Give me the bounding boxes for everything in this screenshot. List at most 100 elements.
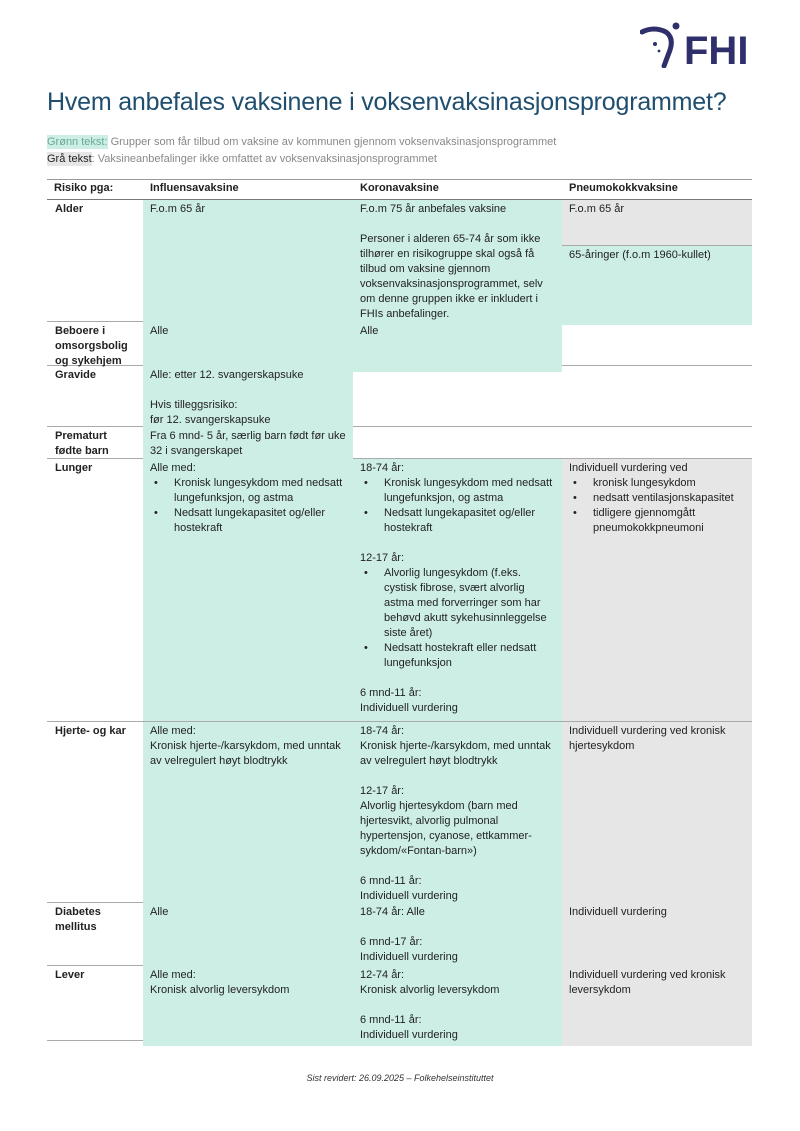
text-line: Kronisk hjerte-/karsykdom, med unntak av… (360, 740, 551, 767)
table-row: Hjerte- og kar Alle med: Kronisk hjerte-/k… (47, 722, 752, 907)
bullet-item: Nedsatt hostekraft eller nedsatt lungefu… (360, 641, 555, 671)
table-cell: Alle (143, 322, 353, 372)
text-group: 6 mnd-11 år: Individuell vurdering (360, 1013, 555, 1043)
text-group: F.o.m 65 år (150, 202, 346, 217)
text-line: Alvorlig hjertesykdom (barn med hjertesv… (360, 800, 532, 857)
text-group: 6 mnd-17 år: Individuell vurdering (360, 935, 555, 965)
text-line: Kronisk hjerte-/karsykdom, med unntak av… (150, 740, 341, 767)
bullet-item: Kronisk lungesykdom med nedsatt lungefun… (360, 476, 555, 506)
table-row: Diabetes mellitus Alle 18-74 år: Alle 6 mnd… (47, 903, 752, 968)
text-group: F.o.m 65 år (569, 202, 745, 217)
text-group: Fra 6 mnd- 5 år, særlig barn født før uk… (150, 429, 346, 459)
table-subcell: F.o.m 65 år (562, 200, 752, 245)
text-line: Individuell vurdering (569, 906, 667, 918)
bullet-item: nedsatt ventilasjonskapasitet (569, 491, 745, 506)
text-group: Individuell vurdering ved kronisk hjerte… (569, 724, 745, 754)
text-line: 12-17 år: (360, 785, 405, 797)
bullet-item: kronisk lungesykdom (569, 476, 745, 491)
text-group: 12-17 år: Alvorlig hjertesykdom (barn med… (360, 784, 555, 859)
text-group: Individuell vurdering ved kronisk levers… (569, 968, 745, 998)
fhi-logo: FHI (640, 22, 748, 68)
text-group: 12-74 år: Kronisk alvorlig leversykdom (360, 968, 555, 998)
text-line: 18-74 år: (360, 462, 405, 474)
bullet-item: Nedsatt lungekapasitet og/eller hostekra… (150, 506, 346, 536)
table-cell: Alle: etter 12. svangerskapsuke Hvis till… (143, 366, 353, 431)
text-group: 18-74 år: Kronisk lungesykdom med nedsatt… (360, 461, 555, 536)
table-row: Beboere i omsorgsbolig og sykehjem Alle Al… (47, 322, 752, 372)
table-row: Lever Alle med: Kronisk alvorlig leversykd… (47, 966, 752, 1046)
text-group: 6 mnd-11 år: Individuell vurdering (360, 874, 555, 904)
text-line: Alle (150, 325, 169, 337)
text-line: F.o.m 65 år (150, 203, 206, 215)
text-group: Individuell vurdering (569, 905, 745, 920)
table-cell: F.o.m 65 år 65-åringer (f.o.m 1960-kullet… (562, 200, 752, 325)
table-cell: Individuell vurdering (562, 903, 752, 968)
text-line: 6 mnd-11 år: (360, 687, 422, 699)
table-row: Prematurt fødte barn Fra 6 mnd- 5 år, sær… (47, 427, 752, 462)
text-line: Fra 6 mnd- 5 år, særlig barn født før uk… (150, 430, 346, 457)
text-line: Personer i alderen 65-74 år som ikke til… (360, 233, 543, 320)
row-label: Prematurt fødte barn (55, 430, 109, 457)
text-line: Individuell vurdering (360, 1029, 458, 1041)
text-group: Alle med: Kronisk hjerte-/karsykdom, med … (150, 724, 346, 769)
bullet-item: Kronisk lungesykdom med nedsatt lungefun… (150, 476, 346, 506)
text-group: Alle med: Kronisk lungesykdom med nedsatt… (150, 461, 346, 536)
text-line: Alle: etter 12. svangerskapsuke (150, 369, 304, 381)
vaccine-table: Risiko pga: Influensavaksine Koronavaksi… (47, 179, 752, 1046)
text-group: 12-17 år: Alvorlig lungesykdom (f.eks. cy… (360, 551, 555, 671)
row-label: Gravide (55, 369, 96, 381)
table-cell: Alle med: Kronisk lungesykdom med nedsatt… (143, 459, 353, 721)
table-cell: Fra 6 mnd- 5 år, særlig barn født før uk… (143, 427, 353, 462)
table-cell: Alle (143, 903, 353, 968)
text-line: F.o.m 65 år (569, 203, 625, 215)
text-group: Individuell vurdering ved kronisk lungesy… (569, 461, 745, 536)
text-group: 65-åringer (f.o.m 1960-kullet) (569, 248, 745, 263)
text-group: Alle (150, 905, 346, 920)
table-cell (353, 366, 562, 431)
table-cell: 18-74 år: Kronisk lungesykdom med nedsatt… (353, 459, 562, 721)
text-line: 6 mnd-17 år: (360, 936, 423, 948)
text-group: F.o.m 75 år anbefales vaksine (360, 202, 555, 217)
text-line: Individuell vurdering (360, 702, 458, 714)
text-line: 12-74 år: (360, 969, 405, 981)
row-label: Beboere i omsorgsbolig og sykehjem (55, 325, 128, 367)
text-group: Hvis tilleggsrisiko: før 12. svangerskaps… (150, 398, 346, 428)
table-cell: Individuell vurdering ved kronisk lungesy… (562, 459, 752, 721)
table-cell: Individuell vurdering ved kronisk levers… (562, 966, 752, 1046)
text-line: Alle (360, 325, 379, 337)
text-line: Hvis tilleggsrisiko: (150, 399, 238, 411)
table-cell: Alle med: Kronisk hjerte-/karsykdom, med … (143, 722, 353, 907)
table-cell: Individuell vurdering ved kronisk hjerte… (562, 722, 752, 907)
text-group: Alle (150, 324, 346, 339)
table-cell: 18-74 år: Kronisk hjerte-/karsykdom, med … (353, 722, 562, 907)
column-header: Pneumokokkvaksine (569, 182, 678, 194)
table-cell: 12-74 år: Kronisk alvorlig leversykdom 6 m… (353, 966, 562, 1046)
column-header: Risiko pga: (54, 182, 114, 194)
table-row: Alder F.o.m 65 år F.o.m 75 år anbefales va… (47, 200, 752, 325)
table-cell: Alle med: Kronisk alvorlig leversykdom (143, 966, 353, 1046)
legend-grey: Grå tekst: Vaksineanbefalinger ikke omfa… (47, 152, 437, 166)
text-group: 18-74 år: Alle (360, 905, 555, 920)
table-header: Risiko pga: Influensavaksine Koronavaksi… (47, 180, 752, 200)
table-cell: Alle (353, 322, 562, 372)
row-label: Lunger (55, 462, 93, 474)
text-group: Alle: etter 12. svangerskapsuke (150, 368, 346, 383)
row-label: Hjerte- og kar (55, 725, 126, 737)
text-line: F.o.m 75 år anbefales vaksine (360, 203, 507, 215)
text-group: Alle (360, 324, 555, 339)
column-header: Influensavaksine (150, 182, 239, 194)
text-line: 6 mnd-11 år: (360, 875, 422, 887)
text-group: 6 mnd-11 år: Individuell vurdering (360, 686, 555, 716)
text-line: Kronisk alvorlig leversykdom (360, 984, 500, 996)
bullet-item: tidligere gjennomgått pneumokokkpneumoni (569, 506, 745, 536)
text-line: 18-74 år: Alle (360, 906, 425, 918)
table-cell (562, 322, 752, 372)
row-label: Diabetes mellitus (55, 906, 101, 933)
table-cell (562, 366, 752, 431)
text-line: Individuell vurdering (360, 890, 458, 902)
table-subcell: 65-åringer (f.o.m 1960-kullet) (562, 245, 752, 325)
table-row: Gravide Alle: etter 12. svangerskapsuke Hv… (47, 366, 752, 431)
table-row: Lunger Alle med: Kronisk lungesykdom med n… (47, 459, 752, 722)
text-line: Alle med: (150, 725, 196, 737)
